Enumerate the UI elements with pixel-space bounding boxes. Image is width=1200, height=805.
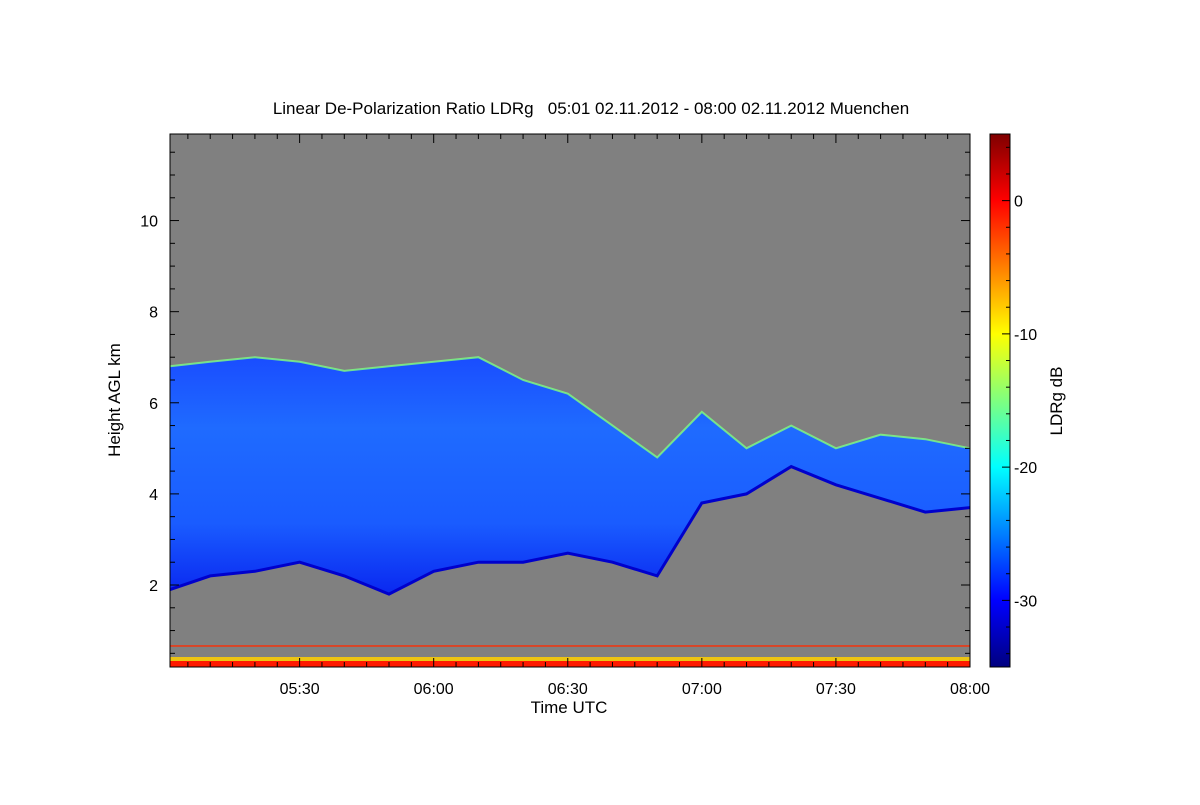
y-axis-label: Height AGL km <box>105 343 124 457</box>
colorbar-label: LDRg dB <box>1047 367 1066 436</box>
colorbar-tick-label: -10 <box>1014 327 1037 344</box>
cloud-top-edge <box>169 356 971 459</box>
surface-layer-line <box>170 645 970 647</box>
y-tick-label: 2 <box>149 578 158 595</box>
colorbar-tick-label: 0 <box>1014 194 1023 211</box>
colorbar-gradient <box>989 133 1011 668</box>
colorbar-tick-label: -30 <box>1014 593 1037 610</box>
cloud-base-edge <box>169 464 971 596</box>
y-tick-label: 10 <box>140 214 158 231</box>
x-tick-label: 06:30 <box>548 681 588 698</box>
plot-frame <box>169 133 971 668</box>
y-tick-label: 8 <box>149 305 158 322</box>
chart-title: Linear De-Polarization Ratio LDRg 05:01 … <box>273 99 909 118</box>
x-tick-label: 05:30 <box>280 681 320 698</box>
x-axis-label: Time UTC <box>531 698 608 717</box>
colorbar-tick-label: -20 <box>1014 460 1037 477</box>
colorbar: 0 -10 -20 -30 <box>989 133 1037 668</box>
plot-area <box>169 134 971 667</box>
x-tick-label: 06:00 <box>414 681 454 698</box>
y-tick-label: 4 <box>149 487 158 504</box>
x-tick-label: 07:00 <box>682 681 722 698</box>
axes: 05:30 06:00 06:30 07:00 07:30 08:00 2 4 6 8 10 <box>140 133 990 698</box>
cloud-layer <box>170 357 970 595</box>
surface-layer-yellow <box>170 657 970 661</box>
surface-layer-red <box>170 661 970 667</box>
x-tick-label: 08:00 <box>950 681 990 698</box>
y-tick-label: 6 <box>149 396 158 413</box>
x-tick-label: 07:30 <box>816 681 856 698</box>
